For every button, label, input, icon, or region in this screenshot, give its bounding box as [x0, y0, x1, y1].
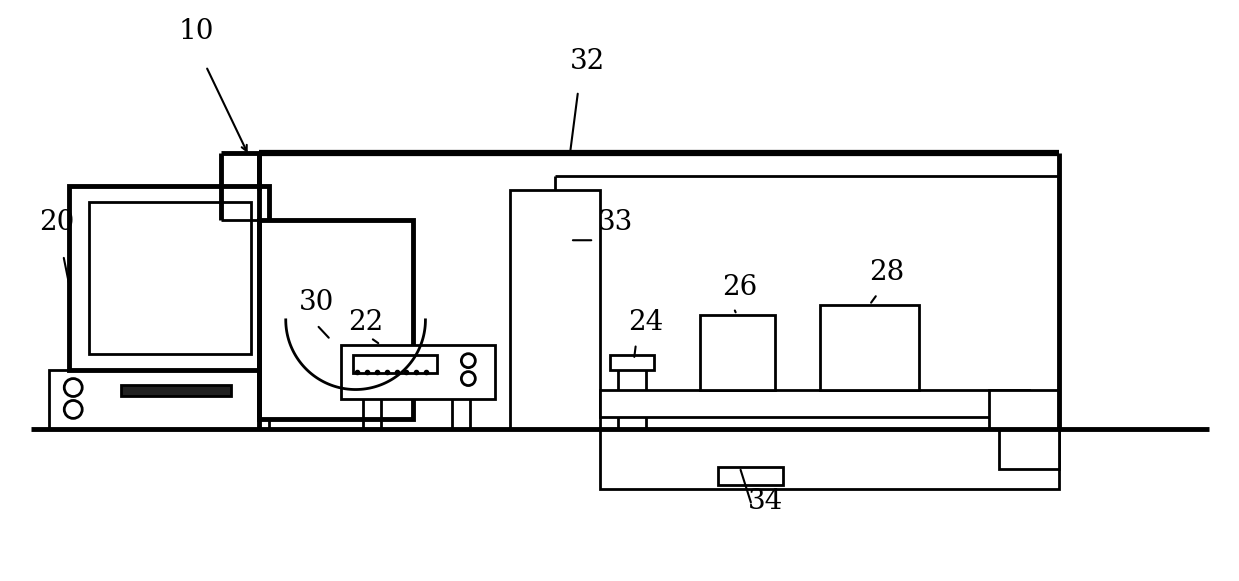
Bar: [121, 385, 230, 396]
Bar: [50, 370, 269, 429]
Bar: [89, 202, 250, 354]
Bar: [999, 429, 1059, 469]
Text: 22: 22: [348, 309, 384, 336]
Bar: [259, 220, 414, 419]
Bar: [341, 345, 496, 400]
Bar: [989, 389, 1059, 429]
Bar: [610, 354, 654, 370]
Circle shape: [461, 354, 476, 368]
Bar: [717, 467, 783, 485]
Text: 26: 26: [722, 274, 757, 301]
Circle shape: [64, 379, 82, 396]
Bar: [819, 305, 919, 389]
Bar: [600, 429, 1059, 489]
Bar: [700, 315, 774, 389]
Bar: [69, 185, 269, 370]
Text: 10: 10: [178, 18, 214, 45]
Circle shape: [461, 372, 476, 386]
Text: 32: 32: [570, 48, 606, 75]
Text: 28: 28: [870, 259, 904, 286]
Bar: [353, 354, 437, 372]
Text: 24: 24: [628, 309, 663, 336]
Text: 30: 30: [299, 289, 335, 316]
Circle shape: [64, 400, 82, 418]
Text: 34: 34: [747, 488, 783, 515]
Bar: [510, 191, 600, 429]
Bar: [600, 389, 1030, 417]
Text: 20: 20: [40, 209, 74, 236]
Bar: [618, 360, 646, 429]
Text: 33: 33: [598, 209, 633, 236]
